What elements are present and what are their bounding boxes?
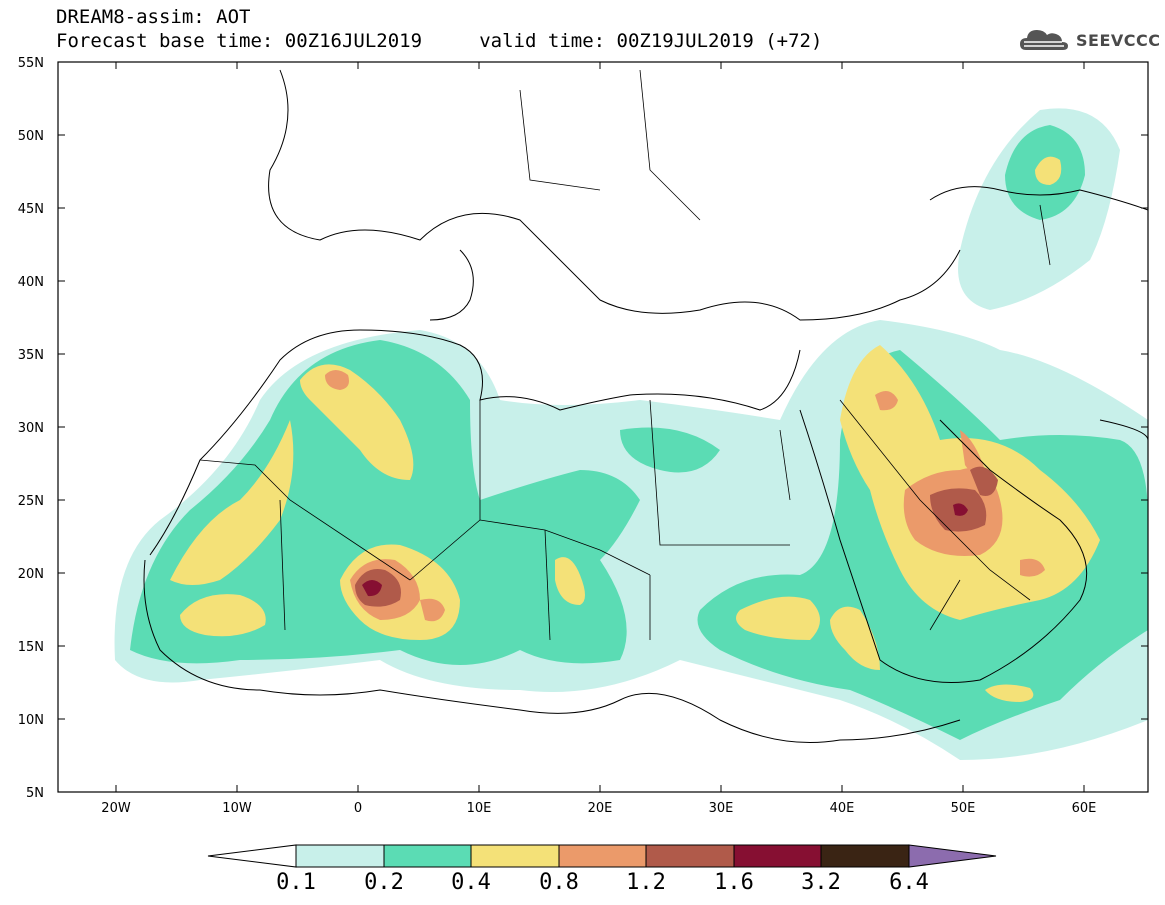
legend-swatch [295, 844, 385, 868]
lat-label: 5N [26, 786, 44, 801]
legend-label: 6.4 [889, 870, 929, 895]
legend-label: 0.8 [539, 870, 579, 895]
logo-text: SEEVCCC [1076, 31, 1161, 50]
lat-label: 15N [18, 640, 44, 655]
lat-label: 55N [18, 56, 44, 71]
seevccc-logo: SEEVCCC [1018, 22, 1161, 58]
legend-label: 1.6 [714, 870, 754, 895]
lat-label: 30N [18, 421, 44, 436]
legend-under-arrow [207, 844, 297, 868]
legend-over-arrow [908, 844, 997, 868]
lat-label: 20N [18, 567, 44, 582]
lon-label: 10W [222, 801, 252, 816]
aot-level-1.6 [362, 503, 968, 597]
forecast-time-label: Forecast base time: 00Z16JUL2019 valid t… [56, 30, 823, 52]
lon-label: 40E [830, 801, 855, 816]
aot-field [114, 108, 1148, 760]
lat-label: 40N [18, 275, 44, 290]
latitude-labels: 55N 50N 45N 40N 35N 30N 25N 20N 15N 10N … [18, 56, 44, 801]
lon-label: 30E [709, 801, 734, 816]
map-title: DREAM8-assim: AOT [56, 6, 251, 28]
legend-swatch [645, 844, 735, 868]
legend-label: 0.4 [451, 870, 491, 895]
lon-label: 20E [588, 801, 613, 816]
legend-swatch [470, 844, 560, 868]
axis-ticks [58, 61, 1148, 792]
longitude-labels: 20W 10W 0 10E 20E 30E 40E 50E 60E [101, 801, 1096, 816]
lon-label: 0 [354, 801, 362, 816]
lat-label: 45N [18, 202, 44, 217]
legend-label: 0.1 [276, 870, 316, 895]
lat-label: 25N [18, 494, 44, 509]
lat-label: 35N [18, 348, 44, 363]
legend-label: 1.2 [626, 870, 666, 895]
legend-swatch [733, 844, 822, 868]
coastlines [143, 69, 1148, 743]
lon-label: 20W [101, 801, 131, 816]
legend-swatch [383, 844, 472, 868]
color-legend [207, 844, 997, 868]
country-borders [199, 69, 1051, 641]
legend-label: 0.2 [364, 870, 404, 895]
legend-label: 3.2 [801, 870, 841, 895]
cloud-icon [1020, 30, 1068, 50]
lon-label: 50E [951, 801, 976, 816]
lon-label: 60E [1072, 801, 1097, 816]
lat-label: 50N [18, 129, 44, 144]
lat-label: 10N [18, 713, 44, 728]
legend-swatch [558, 844, 647, 868]
lon-label: 10E [467, 801, 492, 816]
legend-swatch [820, 844, 910, 868]
